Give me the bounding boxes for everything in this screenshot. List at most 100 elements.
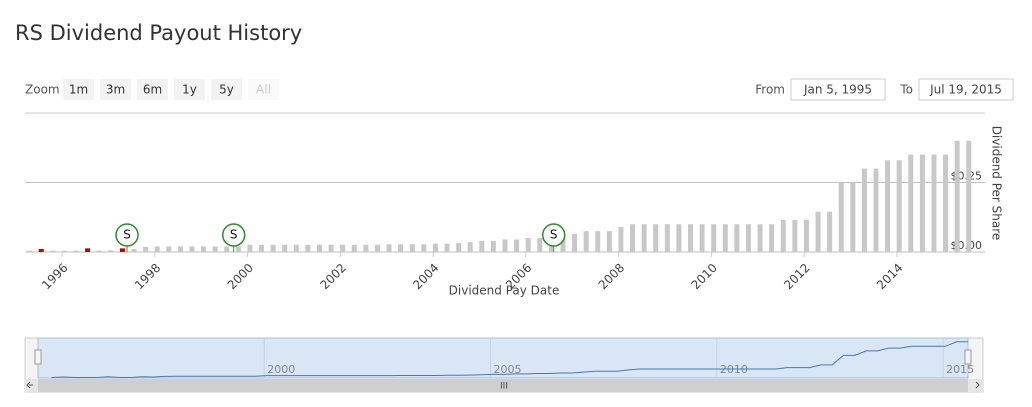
x-tick-label: 2012 — [781, 261, 812, 292]
bar — [861, 168, 867, 252]
navigator-line — [51, 341, 968, 378]
zoom-button-label[interactable]: 6m — [143, 83, 162, 97]
chart-title: RS Dividend Payout History — [15, 21, 302, 45]
scrollbar-thumb[interactable] — [38, 379, 968, 392]
bar — [340, 244, 346, 252]
bar — [711, 224, 717, 252]
from-value[interactable]: Jan 5, 1995 — [803, 83, 872, 97]
x-tick-label: 2000 — [225, 261, 256, 292]
nav-handle-right[interactable] — [964, 349, 972, 365]
bar — [931, 154, 937, 252]
scrollbar-grip[interactable]: III — [500, 382, 508, 392]
bar — [177, 246, 183, 252]
bar — [908, 154, 914, 252]
bar — [444, 243, 450, 252]
bar — [850, 182, 856, 252]
bar — [490, 240, 496, 252]
bar — [688, 224, 694, 252]
scroll-arrows[interactable] — [26, 381, 980, 389]
bar — [479, 240, 485, 252]
to-label: To — [899, 83, 913, 97]
bar — [85, 248, 91, 252]
bar — [722, 224, 728, 252]
x-tick-label: 2010 — [688, 261, 719, 292]
bar — [212, 246, 218, 252]
bar — [943, 154, 949, 252]
bar — [803, 220, 809, 252]
bar — [699, 224, 705, 252]
bar — [50, 250, 56, 252]
zoom-button-label[interactable]: 1y — [182, 83, 197, 97]
bar — [259, 244, 265, 252]
split-flag — [221, 223, 246, 247]
x-tick-label: 2002 — [317, 261, 348, 292]
bar — [363, 244, 369, 252]
bar — [247, 244, 253, 252]
navigator-selection[interactable] — [37, 337, 969, 379]
bar — [606, 231, 612, 252]
bar — [189, 246, 195, 252]
bar — [456, 243, 462, 252]
bar — [537, 238, 543, 252]
bar — [432, 243, 438, 252]
bar — [119, 248, 125, 252]
bar — [108, 250, 114, 252]
zoom-button[interactable] — [137, 79, 168, 100]
bar — [572, 233, 578, 252]
from-label: From — [755, 83, 785, 97]
bar — [827, 211, 833, 252]
bar — [630, 224, 636, 252]
bar — [873, 168, 879, 252]
bar — [896, 160, 902, 252]
split-label: S — [230, 228, 238, 242]
bar — [398, 244, 404, 252]
bar — [305, 244, 311, 252]
split-flag — [115, 223, 139, 247]
from-input[interactable] — [790, 78, 886, 101]
split-flag — [541, 223, 566, 247]
y-axis-label: Dividend Per Share — [990, 126, 1004, 241]
bar — [757, 224, 763, 252]
zoom-button[interactable] — [63, 79, 94, 100]
zoom-button[interactable] — [174, 79, 205, 100]
bar — [293, 244, 299, 252]
bar — [316, 244, 322, 252]
zoom-button[interactable] — [100, 79, 131, 100]
zoom-button-label[interactable]: 1m — [69, 83, 88, 97]
to-input[interactable] — [918, 78, 1014, 101]
bar — [595, 231, 601, 252]
zoom-button[interactable] — [211, 79, 242, 100]
bar — [38, 248, 44, 252]
nav-handle-left[interactable] — [34, 349, 42, 365]
zoom-button-label[interactable]: All — [256, 83, 271, 97]
bar — [745, 224, 751, 252]
bar — [409, 244, 415, 252]
zoom-button-label[interactable]: 5y — [219, 83, 234, 97]
navigator-tick-label: 2005 — [494, 363, 522, 376]
bar — [201, 246, 207, 252]
bar — [131, 248, 137, 252]
navigator-tick-label: 2000 — [267, 363, 295, 376]
split-label: S — [123, 228, 131, 242]
to-value[interactable]: Jul 19, 2015 — [929, 83, 1002, 97]
bar — [815, 211, 821, 252]
bar — [560, 236, 566, 252]
bar — [769, 224, 775, 252]
bar — [143, 246, 149, 252]
bar — [235, 246, 241, 252]
x-axis-label: Dividend Pay Date — [449, 284, 560, 298]
zoom-button-label[interactable]: 3m — [106, 83, 125, 97]
x-tick-label: 2004 — [410, 261, 441, 292]
navigator-tick-label: 2015 — [946, 363, 974, 376]
x-tick-label: 1996 — [39, 261, 70, 292]
bar — [166, 246, 172, 252]
bar — [467, 242, 473, 252]
x-tick-label: 1998 — [132, 261, 163, 292]
bar — [374, 244, 380, 252]
bar — [653, 224, 659, 252]
bar — [502, 239, 508, 252]
zoom-button[interactable] — [248, 79, 279, 100]
bar — [351, 244, 357, 252]
